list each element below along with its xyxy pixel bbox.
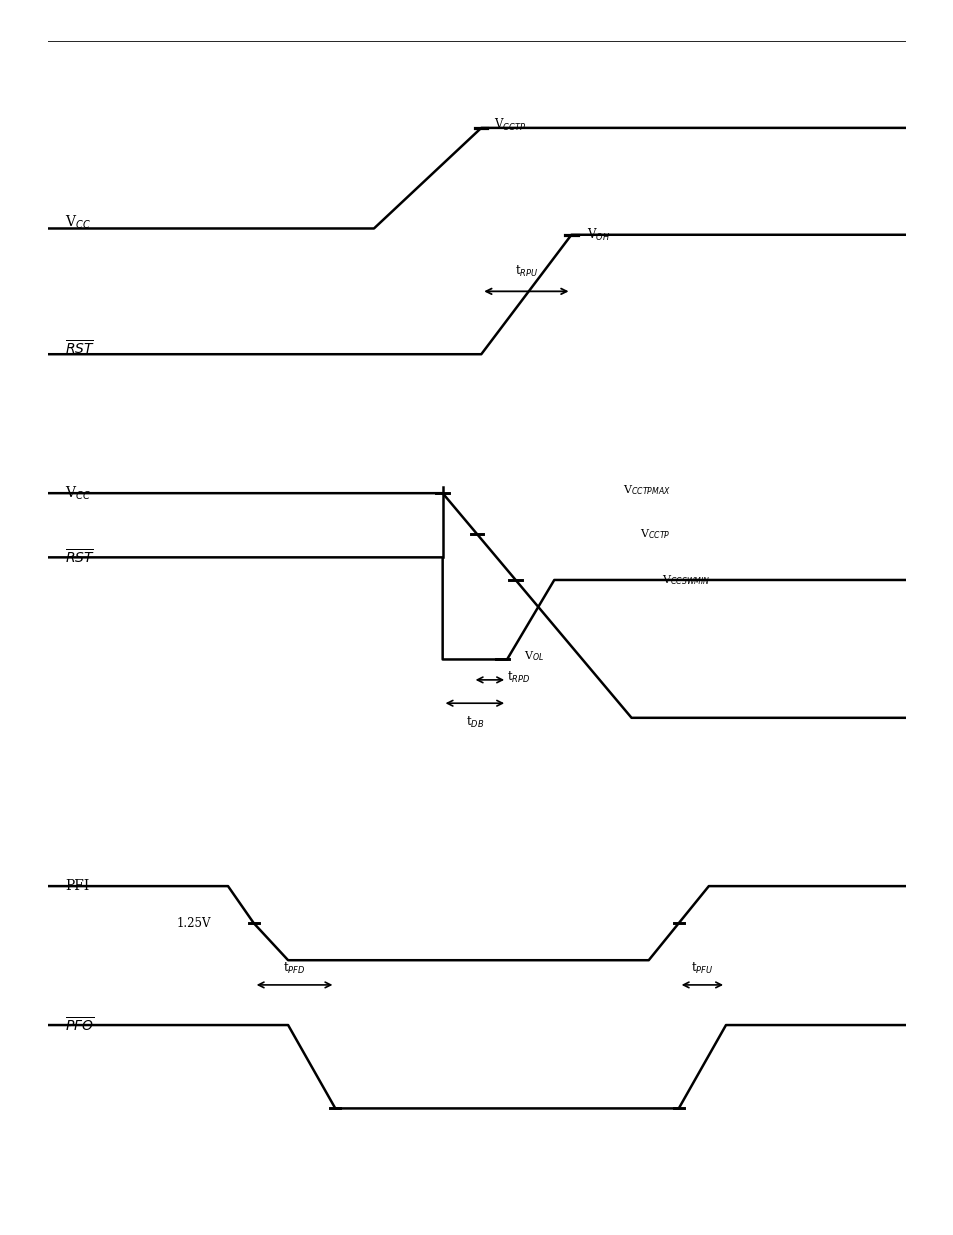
Text: $\overline{RST}$: $\overline{RST}$ xyxy=(65,548,94,567)
Text: 1.25V: 1.25V xyxy=(176,916,211,930)
Text: V$_{CCSWMIN}$: V$_{CCSWMIN}$ xyxy=(661,573,709,587)
Text: $\overline{RST}$: $\overline{RST}$ xyxy=(65,338,94,357)
Text: t$_{PFD}$: t$_{PFD}$ xyxy=(283,961,306,976)
Text: V$_{CCTPMAX}$: V$_{CCTPMAX}$ xyxy=(622,483,670,498)
Text: V$_{CCTP}$: V$_{CCTP}$ xyxy=(639,527,670,541)
Text: $\overline{PFO}$: $\overline{PFO}$ xyxy=(65,1016,94,1034)
Text: t$_{RPU}$: t$_{RPU}$ xyxy=(514,264,537,279)
Text: t$_{DB}$: t$_{DB}$ xyxy=(465,715,483,730)
Text: t$_{PFU}$: t$_{PFU}$ xyxy=(691,961,713,976)
Text: t$_{RPD}$: t$_{RPD}$ xyxy=(507,669,530,684)
Text: PFI: PFI xyxy=(65,879,89,893)
Text: V$_{OL}$: V$_{OL}$ xyxy=(524,650,544,663)
Text: V$_{CCTP}$: V$_{CCTP}$ xyxy=(494,116,526,133)
Text: V$_{CC}$: V$_{CC}$ xyxy=(65,214,91,231)
Text: V$_{OH}$: V$_{OH}$ xyxy=(586,227,609,243)
Text: V$_{CC}$: V$_{CC}$ xyxy=(65,484,91,501)
